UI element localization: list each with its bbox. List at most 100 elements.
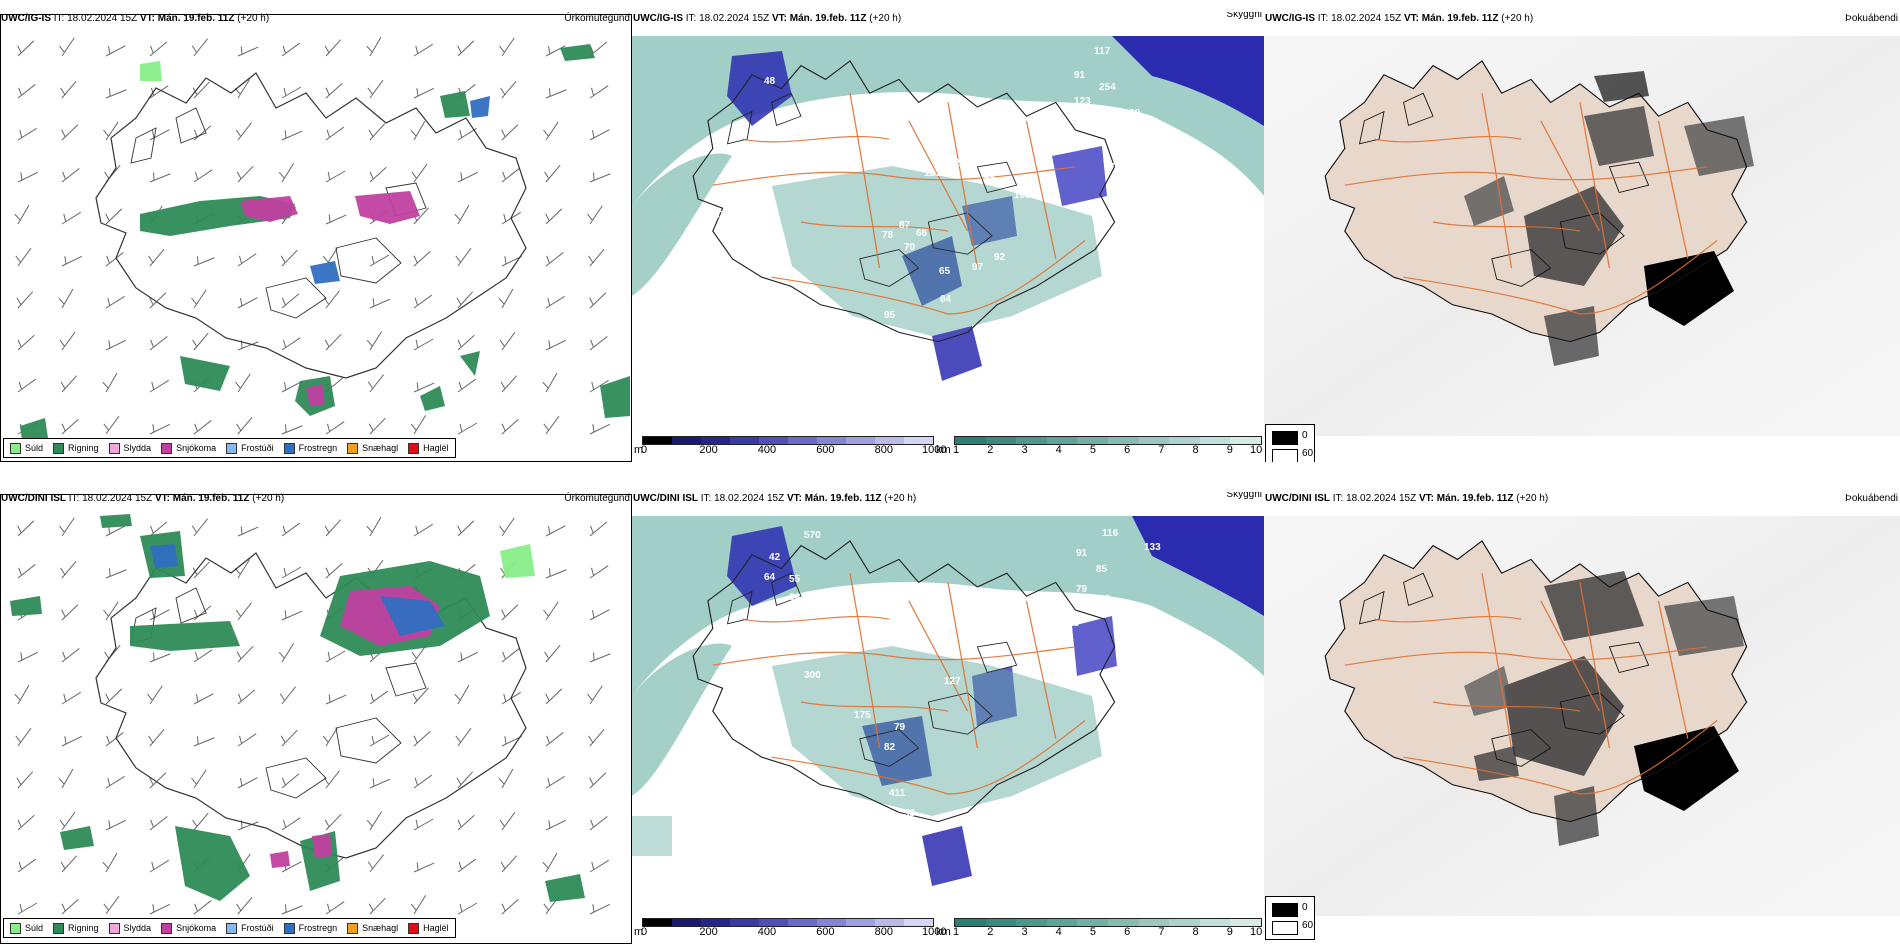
vt-label: VT: xyxy=(154,493,170,504)
lead-time: (+20 h) xyxy=(1501,13,1534,24)
station-value: 104 xyxy=(1056,624,1073,635)
it-value: 18.02.2024 15Z xyxy=(699,13,770,24)
scale-swatch xyxy=(1107,437,1139,444)
scale-swatch xyxy=(1169,437,1200,444)
legend-item: Súld xyxy=(10,442,44,454)
station-value: 154 xyxy=(1042,620,1059,631)
scale-swatch xyxy=(1138,919,1170,926)
scale-swatch xyxy=(846,437,875,444)
vt-value: Mán. 19.feb. 11Z xyxy=(789,13,867,24)
vt-value: Mán. 19.feb. 11Z xyxy=(157,13,235,24)
station-value: 89 xyxy=(1129,108,1141,119)
legend-swatch xyxy=(53,922,65,934)
fog-swatch xyxy=(1272,921,1298,935)
legend-label: Súld xyxy=(25,443,44,453)
panel-title: Þokuábendi xyxy=(1845,13,1898,24)
scale-swatch xyxy=(875,437,904,444)
fog-legend: 0 60 xyxy=(1265,424,1315,462)
legend-label: Frostregn xyxy=(298,443,338,453)
scale-tick-label: 3 xyxy=(1021,926,1028,938)
scale-swatch xyxy=(1077,437,1108,444)
scale-swatch xyxy=(759,919,788,926)
fog-indicator-panel-top: UWC/IG-IS IT: 18.02.2024 15Z VT: Mán. 19… xyxy=(1264,12,1900,462)
visibility-map: 117 48 91 254 123 89 85 78 81 76 30 121 123 20 109 87 78… xyxy=(632,36,1264,436)
station-value: 123 xyxy=(949,158,966,169)
scale-swatch xyxy=(788,919,817,926)
legend-label: Slydda xyxy=(123,923,152,933)
scale-tick-label: 400 xyxy=(757,444,777,456)
station-value: 82 xyxy=(884,742,896,753)
scale-swatch xyxy=(1230,437,1261,444)
scale-swatch xyxy=(1016,919,1047,926)
panel-title: Skyggni xyxy=(1226,12,1262,20)
legend-swatch xyxy=(408,922,420,934)
scale-swatch xyxy=(701,919,730,926)
panel-title: Úrkomutegund xyxy=(564,13,630,24)
km-scale: 1 2 3 4 5 6 7 8 9 10 km xyxy=(936,436,1262,458)
it-value: 18.02.2024 15Z xyxy=(1331,13,1402,24)
station-value: 411 xyxy=(889,788,906,799)
station-value: 121 xyxy=(924,168,941,179)
legend-label: Súld xyxy=(25,923,44,933)
scale-swatch xyxy=(1046,437,1078,444)
km-scale-bar xyxy=(954,918,1262,927)
lead-time: (+20 h) xyxy=(252,493,285,504)
legend-swatch xyxy=(347,442,359,454)
panel-header: UWC/DINI ISL IT: 18.02.2024 15Z VT: Mán.… xyxy=(0,492,632,506)
legend-item: Slydda xyxy=(108,442,151,454)
scale-swatch xyxy=(701,437,730,444)
lead-time: (+20 h) xyxy=(884,493,917,504)
precip-map xyxy=(10,514,632,942)
vt-label: VT: xyxy=(1418,493,1434,504)
station-value: 254 xyxy=(1099,82,1116,93)
legend-item: Súld xyxy=(10,922,44,934)
station-value: 85 xyxy=(1096,120,1108,131)
vt-label: VT: xyxy=(1403,13,1419,24)
fog-label: 60 xyxy=(1302,920,1314,931)
scale-tick-label: 6 xyxy=(1124,444,1131,456)
legend-label: Frostúði xyxy=(241,443,274,453)
scale-swatch xyxy=(955,437,986,444)
scale-swatch xyxy=(1199,437,1231,444)
legend-item: Haglél xyxy=(408,922,449,934)
visibility-map: 570 42 64 55 64 116 133 91 85 79 83 280 197 250 298 154… xyxy=(632,516,1264,916)
legend-item: Slydda xyxy=(108,922,152,934)
fog-swatch xyxy=(1272,903,1298,917)
height-scale-bar xyxy=(642,918,934,927)
station-value: 127 xyxy=(944,676,961,687)
station-value: 197 xyxy=(879,628,896,639)
legend-swatch xyxy=(53,442,65,454)
legend-label: Frostregn xyxy=(298,923,338,933)
it-label: IT: xyxy=(53,13,65,24)
station-value: 93 xyxy=(1068,618,1080,629)
station-value: 91 xyxy=(1076,548,1088,559)
km-scale-bar xyxy=(954,436,1262,445)
station-value: 109 xyxy=(1014,190,1031,201)
scale-swatch xyxy=(1138,437,1170,444)
legend-item: Snæhagl xyxy=(347,442,398,454)
scale-tick-label: 200 xyxy=(699,444,718,456)
it-value: 18.02.2024 15Z xyxy=(714,493,785,504)
legend-label: Haglél xyxy=(423,443,449,453)
legend-label: Haglél xyxy=(423,923,449,933)
height-scale: m 0 200 400 600 800 1000 xyxy=(634,436,946,458)
legend-item: Snjókoma xyxy=(161,442,216,454)
panel-header: UWC/IG-IS IT: 18.02.2024 15Z VT: Mán. 19… xyxy=(1264,12,1900,26)
scale-swatch xyxy=(643,919,672,926)
station-value: 64 xyxy=(789,592,801,603)
panel-header: UWC/IG-IS IT: 18.02.2024 15Z VT: Mán. 19… xyxy=(0,12,632,26)
it-label: IT: xyxy=(685,13,697,24)
visibility-panel-bottom: UWC/DINI ISL IT: 18.02.2024 15Z VT: Mán.… xyxy=(632,492,1264,944)
scale-tick-label: 2 xyxy=(987,444,994,456)
scale-tick-label: 8 xyxy=(1192,444,1199,456)
legend-swatch xyxy=(10,442,21,454)
vt-label: VT: xyxy=(786,493,802,504)
legend-item: Snæhagl xyxy=(347,922,398,934)
station-value: 83 xyxy=(1099,594,1111,605)
legend-label: Rigning xyxy=(68,923,99,933)
lead-time: (+20 h) xyxy=(237,13,270,24)
scale-swatch xyxy=(904,437,933,444)
scale-swatch xyxy=(672,919,701,926)
station-value: 55 xyxy=(789,574,801,585)
scale-tick-label: 3 xyxy=(1021,444,1028,456)
